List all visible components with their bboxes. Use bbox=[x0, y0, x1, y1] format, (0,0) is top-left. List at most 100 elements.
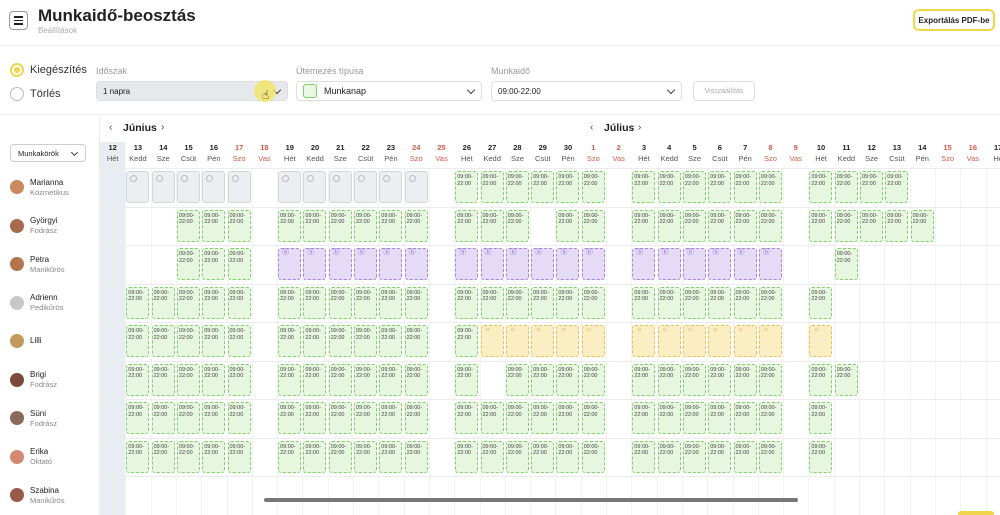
shift-cell-work[interactable]: 09:00- 22:00 bbox=[126, 325, 150, 357]
day-header[interactable]: 17 Szo bbox=[227, 142, 252, 168]
shift-cell-work[interactable]: 09:00- 22:00 bbox=[505, 440, 529, 473]
shift-cell-work[interactable]: 09:00- 22:00 bbox=[404, 440, 428, 473]
day-header[interactable]: 29 Csüt bbox=[530, 142, 555, 168]
employee-row[interactable]: Adrienn Pedikűrös bbox=[10, 284, 63, 322]
shift-cell-work[interactable]: 09:00- 22:00 bbox=[505, 286, 529, 319]
day-header[interactable]: 21 Sze bbox=[328, 142, 353, 168]
role-filter-button[interactable]: Munkakörök bbox=[10, 144, 86, 162]
shift-cell-edu[interactable] bbox=[581, 248, 605, 280]
next-month-july-icon[interactable]: › bbox=[638, 122, 642, 133]
shift-cell-work[interactable]: 09:00- 22:00 bbox=[505, 363, 529, 396]
shift-cell-work[interactable]: 09:00- 22:00 bbox=[227, 286, 251, 319]
shift-cell-work[interactable]: 09:00- 22:00 bbox=[328, 440, 352, 473]
shift-cell-work[interactable]: 09:00- 22:00 bbox=[758, 171, 782, 203]
shift-cell-work[interactable]: 09:00- 22:00 bbox=[758, 440, 782, 473]
shift-cell-work[interactable]: 09:00- 22:00 bbox=[682, 402, 706, 434]
shift-cell-work[interactable]: 09:00- 22:00 bbox=[758, 363, 782, 396]
employee-row[interactable]: Petra Manikűrös bbox=[10, 245, 65, 283]
shift-cell-edu[interactable] bbox=[733, 248, 757, 280]
shift-cell-work[interactable]: 09:00- 22:00 bbox=[354, 325, 377, 357]
shift-cell-work[interactable]: 09:00- 22:00 bbox=[809, 363, 833, 396]
shift-cell-work[interactable]: 09:00- 22:00 bbox=[708, 286, 732, 319]
floating-action-button[interactable] bbox=[958, 511, 994, 515]
shift-cell-work[interactable]: 09:00- 22:00 bbox=[531, 402, 555, 434]
day-header[interactable]: 14 Pén bbox=[910, 142, 935, 168]
period-select[interactable]: 1 napra bbox=[96, 81, 288, 101]
shift-cell-work[interactable]: 09:00- 22:00 bbox=[303, 286, 327, 319]
schedule-type-select[interactable]: Munkanap bbox=[296, 81, 482, 101]
shift-cell-work[interactable]: 09:00- 22:00 bbox=[758, 286, 782, 319]
shift-cell-work[interactable]: 09:00- 22:00 bbox=[480, 440, 504, 473]
day-header[interactable]: 10 Hét bbox=[808, 142, 833, 168]
shift-cell-work[interactable]: 09:00- 22:00 bbox=[379, 402, 403, 434]
shift-cell-off[interactable] bbox=[278, 171, 302, 203]
shift-cell-work[interactable]: 09:00- 22:00 bbox=[910, 209, 934, 242]
shift-cell-work[interactable]: 09:00- 22:00 bbox=[531, 440, 555, 473]
shift-cell-work[interactable]: 09:00- 22:00 bbox=[455, 209, 479, 242]
shift-cell-work[interactable]: 09:00- 22:00 bbox=[708, 402, 732, 434]
shift-cell-work[interactable]: 09:00- 22:00 bbox=[379, 325, 403, 357]
shift-cell-work[interactable]: 09:00- 22:00 bbox=[809, 209, 833, 242]
employee-row[interactable]: Marianna Kozmetikus bbox=[10, 168, 69, 206]
shift-cell-work[interactable]: 09:00- 22:00 bbox=[556, 209, 580, 242]
shift-cell-edu[interactable] bbox=[708, 248, 732, 280]
shift-cell-edu[interactable] bbox=[278, 248, 302, 280]
shift-cell-work[interactable]: 09:00- 22:00 bbox=[480, 402, 504, 434]
shift-cell-work[interactable]: 09:00- 22:00 bbox=[227, 402, 251, 434]
menu-button[interactable] bbox=[9, 11, 28, 30]
prev-month-june-icon[interactable]: ‹ bbox=[109, 122, 113, 133]
shift-cell-work[interactable]: 09:00- 22:00 bbox=[581, 286, 605, 319]
shift-cell-work[interactable]: 09:00- 22:00 bbox=[354, 440, 377, 473]
shift-cell-vac[interactable] bbox=[531, 325, 555, 357]
day-header[interactable]: 14 Sze bbox=[151, 142, 176, 168]
shift-cell-work[interactable]: 09:00- 22:00 bbox=[733, 209, 757, 242]
shift-cell-off[interactable] bbox=[176, 171, 200, 203]
shift-cell-work[interactable]: 09:00- 22:00 bbox=[885, 171, 909, 203]
shift-cell-work[interactable]: 09:00- 22:00 bbox=[354, 286, 377, 319]
shift-cell-work[interactable]: 09:00- 22:00 bbox=[834, 248, 858, 280]
shift-cell-off[interactable] bbox=[202, 171, 226, 203]
shift-cell-work[interactable]: 09:00- 22:00 bbox=[278, 402, 302, 434]
day-header[interactable]: 18 Vas bbox=[252, 142, 277, 168]
day-header[interactable]: 6 Csüt bbox=[707, 142, 732, 168]
shift-cell-vac[interactable] bbox=[657, 325, 681, 357]
shift-cell-vac[interactable] bbox=[556, 325, 580, 357]
shift-cell-work[interactable]: 09:00- 22:00 bbox=[176, 248, 200, 280]
shift-cell-work[interactable]: 09:00- 22:00 bbox=[278, 286, 302, 319]
shift-cell-edu[interactable] bbox=[531, 248, 555, 280]
shift-cell-work[interactable]: 09:00- 22:00 bbox=[860, 171, 883, 203]
shift-cell-work[interactable]: 09:00- 22:00 bbox=[328, 325, 352, 357]
shift-cell-work[interactable]: 09:00- 22:00 bbox=[126, 363, 150, 396]
shift-cell-work[interactable]: 09:00- 22:00 bbox=[657, 363, 681, 396]
shift-cell-work[interactable]: 09:00- 22:00 bbox=[581, 209, 605, 242]
shift-cell-work[interactable]: 09:00- 22:00 bbox=[455, 171, 479, 203]
shift-cell-work[interactable]: 09:00- 22:00 bbox=[455, 286, 479, 319]
shift-cell-edu[interactable] bbox=[758, 248, 782, 280]
shift-cell-work[interactable]: 09:00- 22:00 bbox=[176, 286, 200, 319]
shift-cell-work[interactable]: 09:00- 22:00 bbox=[556, 402, 580, 434]
shift-cell-work[interactable]: 09:00- 22:00 bbox=[860, 209, 883, 242]
shift-cell-work[interactable]: 09:00- 22:00 bbox=[404, 325, 428, 357]
reset-button[interactable]: Visszaállítás bbox=[693, 81, 755, 101]
shift-cell-work[interactable]: 09:00- 22:00 bbox=[202, 402, 226, 434]
shift-cell-work[interactable]: 09:00- 22:00 bbox=[354, 209, 377, 242]
shift-cell-work[interactable]: 09:00- 22:00 bbox=[278, 440, 302, 473]
shift-cell-work[interactable]: 09:00- 22:00 bbox=[657, 171, 681, 203]
day-header[interactable]: 13 Kedd bbox=[125, 142, 150, 168]
shift-cell-work[interactable]: 09:00- 22:00 bbox=[581, 363, 605, 396]
shift-cell-work[interactable]: 09:00- 22:00 bbox=[303, 402, 327, 434]
shift-cell-edu[interactable] bbox=[505, 248, 529, 280]
day-header[interactable]: 7 Pén bbox=[733, 142, 758, 168]
next-month-june-icon[interactable]: › bbox=[161, 122, 165, 133]
shift-cell-work[interactable]: 09:00- 22:00 bbox=[834, 363, 858, 396]
prev-month-july-icon[interactable]: ‹ bbox=[590, 122, 594, 133]
day-header[interactable]: 9 Vas bbox=[783, 142, 808, 168]
shift-cell-off[interactable] bbox=[303, 171, 327, 203]
shift-cell-work[interactable]: 09:00- 22:00 bbox=[176, 440, 200, 473]
shift-cell-work[interactable]: 09:00- 22:00 bbox=[303, 209, 327, 242]
mode-radio-supplement[interactable]: Kiegészítés bbox=[10, 63, 87, 77]
shift-cell-vac[interactable] bbox=[682, 325, 706, 357]
shift-cell-work[interactable]: 09:00- 22:00 bbox=[733, 286, 757, 319]
shift-cell-work[interactable]: 09:00- 22:00 bbox=[682, 209, 706, 242]
export-pdf-button[interactable]: Exportálás PDF-be bbox=[913, 9, 995, 31]
